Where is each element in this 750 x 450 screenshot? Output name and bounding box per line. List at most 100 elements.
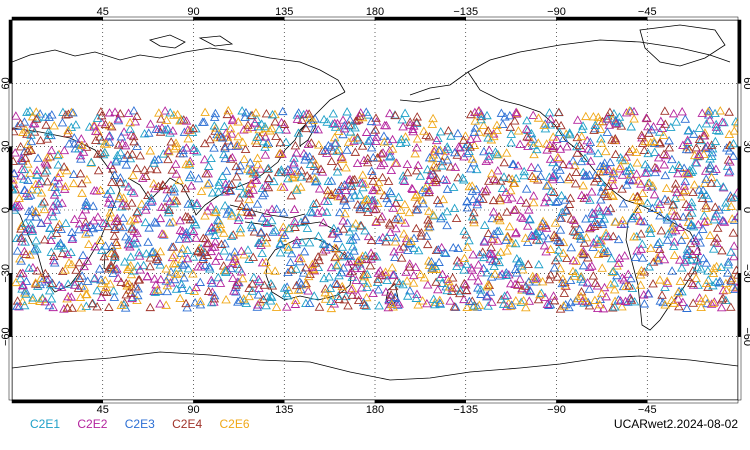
observation-triangle bbox=[570, 179, 581, 188]
observation-triangle bbox=[175, 225, 186, 234]
observation-triangle bbox=[176, 279, 187, 288]
observation-triangle bbox=[30, 278, 41, 287]
observation-triangle bbox=[175, 268, 186, 277]
observation-triangle bbox=[350, 123, 360, 132]
observation-triangle bbox=[499, 291, 510, 300]
observation-triangle bbox=[137, 199, 147, 208]
observation-triangle bbox=[247, 222, 258, 232]
observation-triangle bbox=[330, 122, 341, 131]
observation-triangle bbox=[649, 147, 660, 156]
observation-triangle bbox=[708, 298, 719, 307]
observation-triangle bbox=[435, 127, 446, 136]
observation-triangle bbox=[432, 195, 443, 204]
observation-triangle bbox=[124, 262, 135, 271]
observation-triangle bbox=[260, 132, 271, 141]
observation-triangle bbox=[539, 241, 550, 250]
observation-triangle bbox=[49, 258, 60, 267]
observation-triangle bbox=[496, 108, 507, 117]
observation-triangle bbox=[41, 120, 51, 129]
observation-triangle bbox=[153, 256, 164, 265]
observation-triangle bbox=[706, 299, 717, 308]
observation-triangle bbox=[534, 235, 545, 245]
observation-triangle bbox=[488, 174, 499, 183]
observation-triangle bbox=[668, 108, 679, 118]
observation-triangle bbox=[492, 166, 503, 175]
observation-triangle bbox=[731, 265, 738, 274]
observation-triangle bbox=[390, 214, 400, 224]
lat-tick-label-right: −30 bbox=[741, 264, 750, 283]
observation-triangle bbox=[135, 151, 145, 160]
observation-triangle bbox=[427, 263, 437, 272]
observation-triangle bbox=[721, 202, 731, 211]
observation-triangle bbox=[462, 148, 473, 158]
observation-triangle bbox=[504, 221, 515, 231]
observation-triangle bbox=[334, 185, 344, 195]
observation-triangle bbox=[59, 184, 70, 193]
observation-triangle bbox=[660, 282, 670, 291]
observation-triangle bbox=[506, 138, 516, 147]
observation-triangle bbox=[236, 207, 247, 216]
observation-triangle bbox=[92, 285, 103, 295]
lon-tick-label-top: −135 bbox=[453, 6, 478, 18]
observation-triangle bbox=[12, 246, 23, 255]
observation-triangle bbox=[46, 294, 57, 303]
observation-triangle bbox=[163, 207, 174, 217]
observation-triangle bbox=[101, 287, 112, 297]
observation-triangle bbox=[434, 298, 445, 307]
observation-triangle bbox=[183, 212, 193, 221]
coast-eurasia-north bbox=[12, 47, 346, 93]
observation-triangle bbox=[290, 222, 300, 231]
observation-triangle bbox=[289, 204, 300, 214]
observation-triangle bbox=[607, 303, 618, 312]
observation-triangle bbox=[453, 142, 464, 151]
observation-triangle bbox=[345, 174, 355, 184]
observation-triangle bbox=[492, 120, 502, 129]
observation-triangle bbox=[551, 118, 561, 127]
observation-triangle bbox=[365, 261, 376, 270]
observation-triangle bbox=[539, 197, 550, 207]
observation-triangle bbox=[481, 156, 492, 166]
observation-triangle bbox=[117, 138, 128, 148]
observation-triangle bbox=[373, 274, 383, 283]
observation-triangle bbox=[44, 286, 55, 295]
observation-triangle bbox=[376, 149, 387, 158]
observation-triangle bbox=[717, 245, 727, 255]
observation-triangle bbox=[576, 131, 587, 141]
observation-triangle bbox=[625, 175, 636, 185]
observation-triangle bbox=[220, 266, 231, 275]
observation-triangle bbox=[339, 120, 350, 130]
observation-triangle bbox=[368, 176, 378, 185]
observation-triangle bbox=[669, 250, 680, 259]
observation-triangle bbox=[224, 205, 234, 214]
observation-triangle bbox=[659, 254, 670, 264]
observation-triangle bbox=[191, 282, 201, 292]
observation-triangle bbox=[578, 121, 588, 130]
observation-triangle bbox=[547, 143, 558, 152]
observation-triangle bbox=[533, 113, 544, 122]
observation-triangle bbox=[331, 244, 341, 253]
observation-triangle bbox=[179, 259, 190, 268]
observation-triangle bbox=[247, 286, 258, 295]
observation-triangle bbox=[104, 108, 115, 117]
observation-triangle bbox=[181, 234, 192, 243]
observation-triangle bbox=[219, 265, 230, 275]
observation-triangle bbox=[353, 295, 364, 305]
observation-triangle bbox=[446, 131, 456, 140]
observation-triangle bbox=[677, 263, 687, 272]
observation-triangle bbox=[394, 244, 405, 253]
observation-triangle bbox=[511, 107, 521, 116]
observation-triangle bbox=[122, 264, 133, 273]
observation-triangle bbox=[393, 192, 404, 201]
observation-triangle bbox=[274, 124, 284, 134]
observation-triangle bbox=[557, 278, 568, 288]
observation-triangle bbox=[126, 288, 136, 298]
observation-triangle bbox=[359, 155, 369, 165]
observation-triangle bbox=[721, 198, 731, 207]
observation-triangle bbox=[226, 141, 236, 150]
observation-triangle bbox=[549, 263, 560, 272]
observation-triangle bbox=[279, 119, 290, 128]
observation-triangle bbox=[728, 282, 738, 291]
observation-triangle bbox=[483, 279, 493, 289]
observation-triangle bbox=[93, 222, 104, 231]
observation-triangle bbox=[696, 264, 706, 273]
